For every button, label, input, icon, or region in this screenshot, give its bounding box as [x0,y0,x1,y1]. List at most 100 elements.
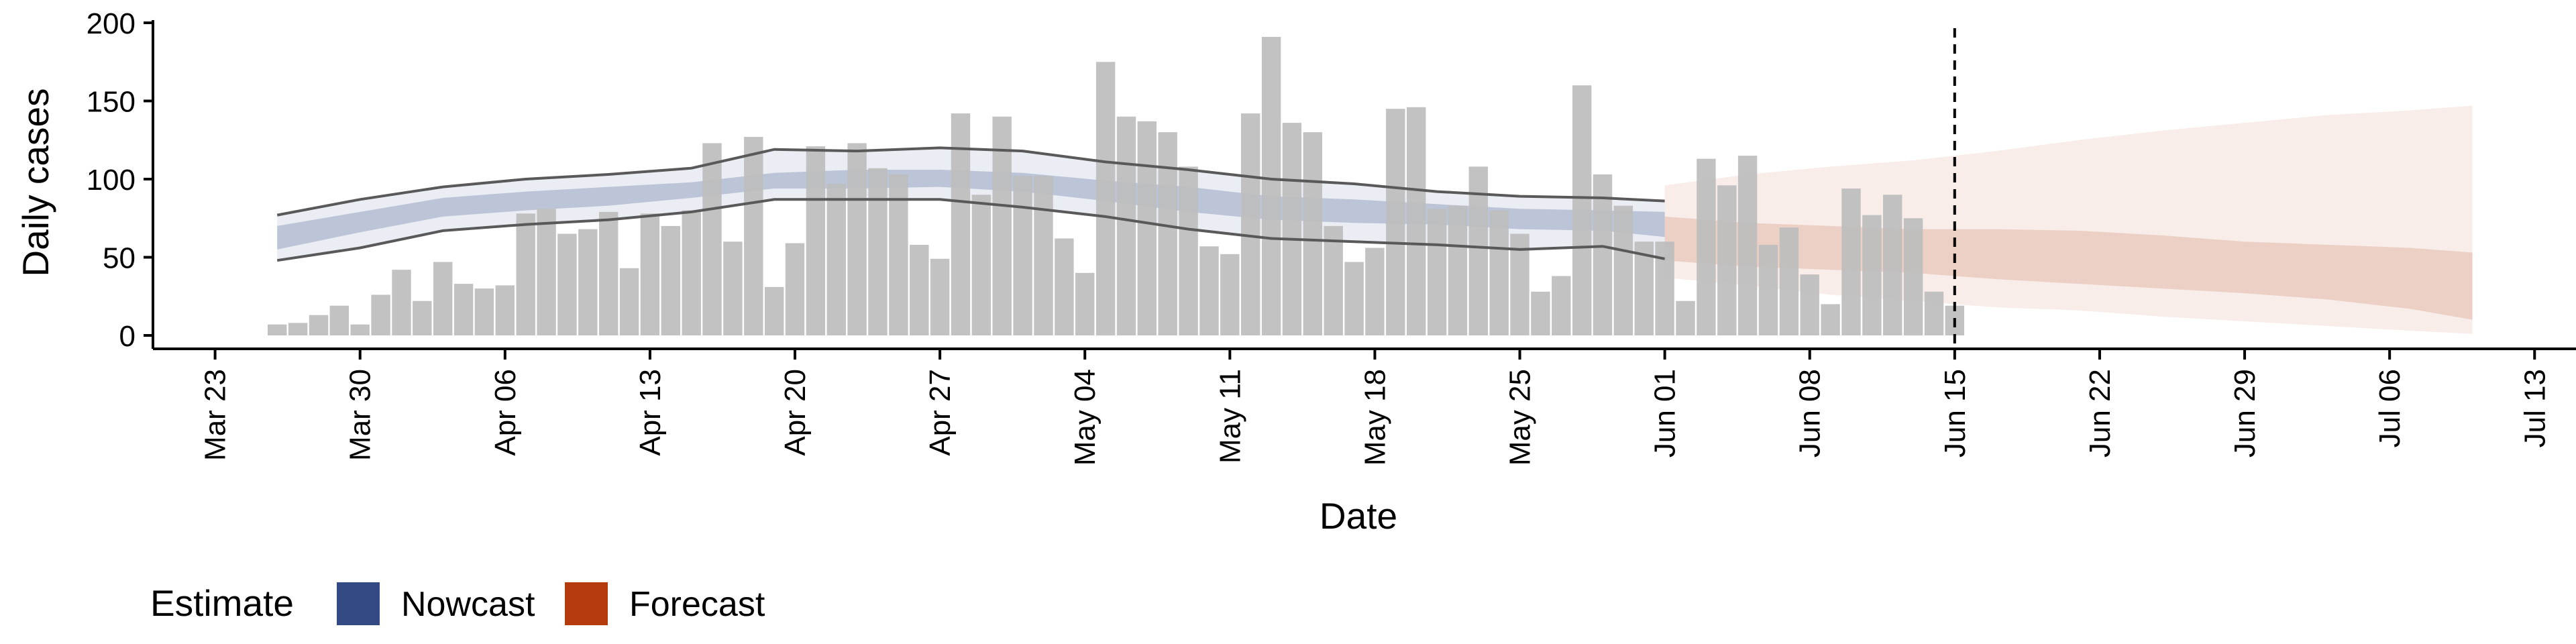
nowcast-lower-line [276,198,1665,262]
legend-label-nowcast: Nowcast [401,585,535,624]
bar [495,285,515,335]
bar [1800,274,1819,335]
bar [1055,238,1074,335]
bar [309,315,329,335]
bar [433,262,453,335]
x-tick-label: Mar 23 [199,369,232,461]
x-tick-label: Jun 08 [1794,369,1827,458]
bar [1448,205,1468,335]
bar [1158,132,1177,335]
x-tick-label: Jun 29 [2229,369,2261,458]
bar [1613,205,1633,335]
bar [1365,248,1385,335]
y-tick-label: 0 [119,320,136,353]
bar [1344,262,1364,335]
bar [723,241,743,335]
bar [1676,301,1695,335]
bar [1095,62,1116,336]
bar [1779,227,1799,335]
bar [1261,37,1281,335]
x-tick-label: Jul 13 [2518,369,2551,447]
bar [765,286,784,335]
bar [1862,215,1882,335]
x-tick-label: Jul 06 [2373,369,2406,447]
bar [288,323,308,335]
axes-group: 0 50 100 150 200 Mar 23 Mar 30 Apr 06 Apr 13 Apr … [87,7,2576,466]
bar [329,305,349,335]
y-tick-label: 50 [103,242,136,275]
bar [1737,156,1758,335]
bar [826,184,846,335]
bar [661,225,680,335]
nowcast-upper-line [276,146,1665,217]
bar [1717,185,1737,335]
bar [1199,246,1219,335]
bar [1758,244,1778,335]
y-tick-label: 150 [87,86,136,119]
bar [1282,123,1302,335]
x-tick-label: Mar 30 [344,369,377,461]
bar [453,284,474,335]
bar [744,137,763,335]
bar [951,113,971,335]
bar [889,174,908,335]
x-tick-label: Apr 13 [634,369,667,456]
bar [1034,176,1053,335]
bar [868,168,888,335]
bar [350,324,370,335]
bar [1489,210,1509,335]
x-tick-label: Apr 20 [779,369,812,456]
bar [1821,304,1840,335]
y-tick-label: 100 [87,164,136,197]
x-tick-label: May 25 [1504,369,1537,466]
x-tick-label: May 04 [1069,369,1102,466]
bar [1531,291,1550,335]
bar [1075,272,1095,335]
x-tick-label: May 18 [1358,369,1391,466]
bar [640,213,660,335]
bar [619,268,639,335]
bar [1697,158,1716,335]
bar [1593,174,1613,335]
bar [702,143,722,335]
bar [682,210,701,335]
legend: Estimate Nowcast Forecast [150,582,765,625]
bar [806,146,826,335]
bar [599,211,619,335]
bar [1427,209,1447,335]
bar [1903,218,1923,336]
bar [537,209,556,335]
bar [1386,109,1405,335]
bar [1241,113,1260,335]
bar [847,143,867,335]
interval-lines-group [276,146,1665,262]
bar [1303,132,1322,335]
bar [392,270,411,335]
bar [1407,107,1426,336]
nowcast-inner-band [277,170,1665,250]
bar [268,324,287,335]
legend-title: Estimate [150,582,294,624]
bar [1655,241,1674,335]
bar [557,233,577,335]
bar [1924,291,1944,335]
legend-swatch-nowcast [337,582,380,625]
bar [1137,121,1157,336]
bar [516,213,535,335]
bar [578,229,598,335]
bar [930,258,950,335]
bar [1116,116,1136,336]
x-tick-label: Jun 22 [2084,369,2116,458]
bar [1841,189,1861,335]
x-tick-label: Apr 06 [489,369,522,456]
bar [1468,166,1488,335]
x-tick-label: Jun 01 [1649,369,1682,458]
x-tick-label: Apr 27 [924,369,957,456]
bar [1552,276,1571,335]
bar [371,294,390,335]
bar [785,243,805,335]
bar [1179,166,1198,335]
legend-label-forecast: Forecast [629,585,765,624]
y-tick-label: 200 [87,7,136,40]
